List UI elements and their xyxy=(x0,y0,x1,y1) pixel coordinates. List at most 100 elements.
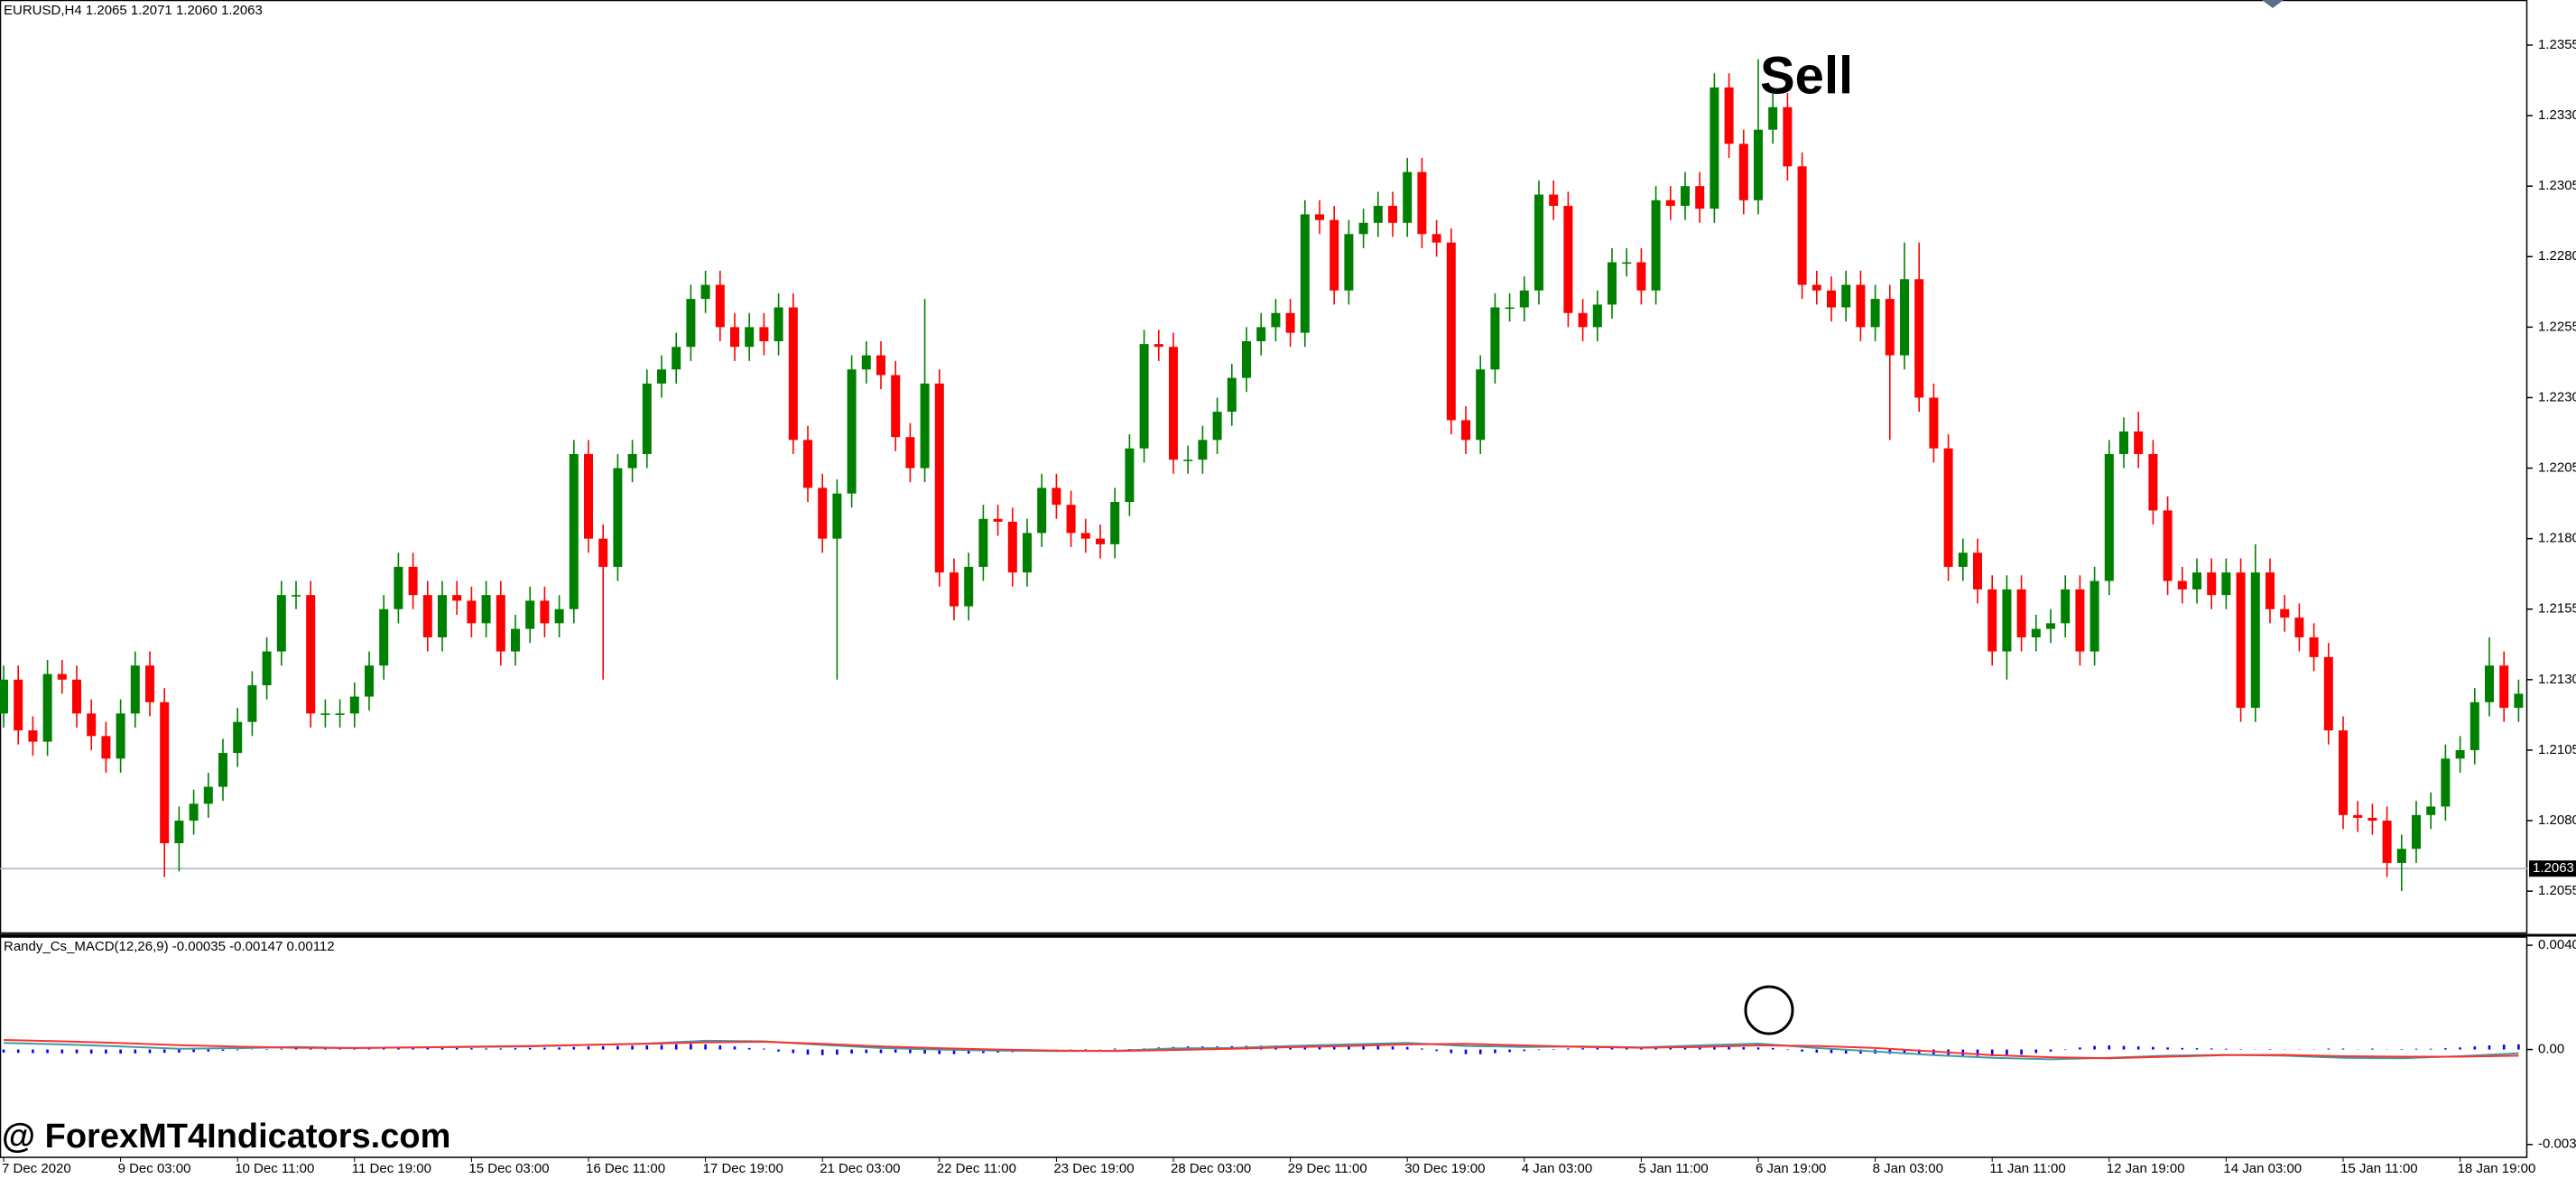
y-tick-label: 1.2205 xyxy=(2538,460,2576,476)
candle-body xyxy=(42,673,52,742)
candle-body xyxy=(905,437,915,469)
x-tick-label: 16 Dec 11:00 xyxy=(586,1161,665,1176)
candle-body xyxy=(1403,172,1413,223)
candle-body xyxy=(2485,665,2494,702)
x-tick-label: 7 Dec 2020 xyxy=(2,1161,71,1176)
x-tick-label: 17 Dec 19:00 xyxy=(703,1161,783,1176)
x-tick-label: 28 Dec 03:00 xyxy=(1171,1161,1251,1176)
candle-body xyxy=(1285,312,1295,333)
candle-body xyxy=(1973,552,1982,590)
price-panel-frame xyxy=(0,0,2528,934)
candle-body xyxy=(1183,460,1193,461)
y-tick-label: 1.2080 xyxy=(2538,812,2576,828)
candle-body xyxy=(2469,701,2479,750)
candle-body xyxy=(964,566,974,607)
candle-body xyxy=(598,538,608,567)
candle-body xyxy=(934,383,944,573)
x-tick-label: 8 Jan 03:00 xyxy=(1873,1161,1943,1176)
candle-body xyxy=(481,595,491,624)
candle-body xyxy=(394,566,403,609)
x-tick-label: 11 Dec 19:00 xyxy=(352,1161,431,1176)
candle-body xyxy=(788,307,798,441)
x-tick-label: 12 Jan 19:00 xyxy=(2107,1161,2185,1176)
candle-body xyxy=(2426,806,2436,815)
candle-body xyxy=(1256,327,1266,341)
candle-body xyxy=(160,701,170,844)
candle-body xyxy=(408,566,418,596)
candle-body xyxy=(584,453,593,539)
candle-body xyxy=(1461,420,1470,441)
candle-body xyxy=(1432,234,1441,243)
candle-body xyxy=(1549,194,1559,207)
candle-body xyxy=(1681,186,1690,207)
candle-body xyxy=(101,736,111,759)
candle-body xyxy=(774,307,783,341)
candle-body xyxy=(203,786,213,804)
candle-body xyxy=(2368,817,2377,822)
candle-body xyxy=(2339,730,2348,815)
candle-body xyxy=(1870,299,1880,328)
candle-body xyxy=(1563,206,1573,313)
candle-body xyxy=(1768,107,1778,130)
candle-body xyxy=(2119,431,2128,454)
candle-body xyxy=(1417,172,1427,235)
candle-body xyxy=(1139,344,1149,449)
candle-body xyxy=(306,595,316,714)
y-tick-label: -0.0037 xyxy=(2538,1137,2576,1152)
candle-body xyxy=(1885,299,1895,356)
candle-body xyxy=(1856,284,1866,328)
y-tick-label: 1.2305 xyxy=(2538,178,2576,193)
candle-body xyxy=(2294,617,2304,637)
candle-body xyxy=(1665,200,1675,207)
candle-body xyxy=(1622,262,1632,265)
candle-body xyxy=(2104,453,2114,581)
y-tick-label: 1.2355 xyxy=(2538,37,2576,52)
candle-body xyxy=(1052,487,1061,506)
y-tick-label: 1.2330 xyxy=(2538,107,2576,123)
candle-body xyxy=(2031,628,2041,637)
candle-body xyxy=(2148,453,2158,511)
x-tick-label: 14 Jan 03:00 xyxy=(2223,1161,2302,1176)
candle-body xyxy=(1505,307,1515,310)
candle-body xyxy=(1900,279,1909,356)
y-tick-label: 1.2055 xyxy=(2538,883,2576,898)
candle-body xyxy=(1212,412,1222,441)
candle-body xyxy=(2441,758,2451,807)
candle-body xyxy=(2177,580,2187,590)
candle-body xyxy=(2514,693,2524,709)
candle-body xyxy=(189,803,199,822)
y-tick-label: 1.2155 xyxy=(2538,601,2576,617)
candle-body xyxy=(2250,572,2260,709)
candle-body xyxy=(1943,448,1953,567)
candle-body xyxy=(379,608,389,666)
candle-body xyxy=(276,595,286,652)
candle-body xyxy=(920,383,930,469)
x-tick-label: 18 Jan 19:00 xyxy=(2458,1161,2536,1176)
chart-title: EURUSD,H4 1.2065 1.2071 1.2060 1.2063 xyxy=(4,3,263,18)
candle-body xyxy=(1344,234,1354,291)
y-tick-label: 0.00406 xyxy=(2538,937,2576,952)
candle-body xyxy=(715,284,725,328)
candle-body xyxy=(1198,440,1208,460)
candle-body xyxy=(0,679,8,714)
candle-body xyxy=(978,518,988,567)
candle-body xyxy=(657,369,666,384)
candle-body xyxy=(1169,347,1178,460)
candle-body xyxy=(1373,206,1383,223)
x-tick-label: 6 Jan 19:00 xyxy=(1756,1161,1826,1176)
candle-body xyxy=(28,730,38,742)
candle-body xyxy=(335,713,345,715)
candle-body xyxy=(292,595,301,597)
x-tick-label: 11 Jan 11:00 xyxy=(1989,1161,2066,1176)
candle-body xyxy=(1490,307,1500,370)
candle-body xyxy=(1300,214,1310,333)
candle-body xyxy=(2236,572,2246,709)
candle-body xyxy=(861,355,871,370)
candle-body xyxy=(1797,166,1807,285)
y-tick-label: 1.2105 xyxy=(2538,742,2576,757)
candle-body xyxy=(1738,144,1748,200)
candle-body xyxy=(1023,533,1032,573)
candle-body xyxy=(1388,206,1397,223)
candle-body xyxy=(2075,589,2085,652)
